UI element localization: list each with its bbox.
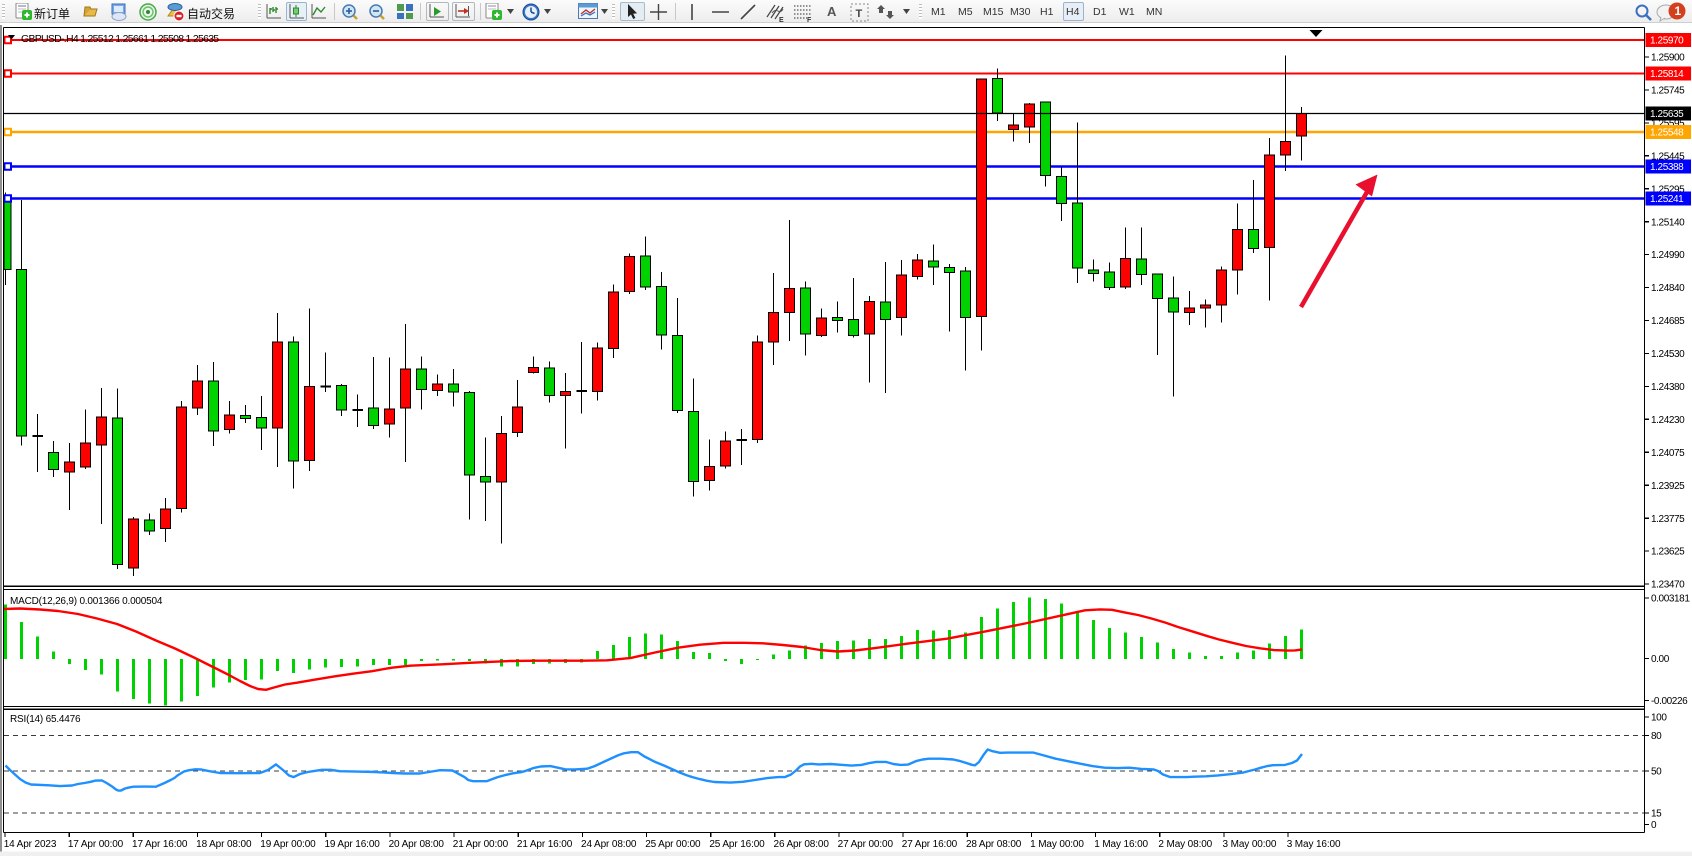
svg-text:2 May 08:00: 2 May 08:00 (1158, 839, 1212, 850)
svg-text:80: 80 (1651, 731, 1662, 742)
svg-text:3 May 16:00: 3 May 16:00 (1287, 839, 1341, 850)
svg-text:1.23470: 1.23470 (1651, 580, 1685, 591)
svg-text:21 Apr 16:00: 21 Apr 16:00 (517, 839, 573, 850)
svg-text:1.24230: 1.24230 (1651, 415, 1685, 426)
svg-text:1.24840: 1.24840 (1651, 283, 1685, 294)
svg-text:1: 1 (1675, 4, 1682, 18)
svg-text:3 May 00:00: 3 May 00:00 (1223, 839, 1277, 850)
svg-text:0: 0 (1651, 820, 1657, 831)
svg-text:18 Apr 08:00: 18 Apr 08:00 (196, 839, 252, 850)
svg-text:1.25388: 1.25388 (1650, 162, 1684, 173)
svg-text:1.25595: 1.25595 (1651, 118, 1685, 129)
svg-text:1.23925: 1.23925 (1651, 481, 1685, 492)
svg-text:1.25900: 1.25900 (1651, 53, 1685, 64)
svg-text:19 Apr 16:00: 19 Apr 16:00 (324, 839, 380, 850)
svg-text:1 May 00:00: 1 May 00:00 (1030, 839, 1084, 850)
svg-text:0.00: 0.00 (1651, 654, 1670, 665)
svg-text:50: 50 (1651, 767, 1662, 778)
svg-text:1.25814: 1.25814 (1650, 69, 1684, 80)
svg-text:0.003181: 0.003181 (1651, 594, 1690, 605)
svg-text:-0.00226: -0.00226 (1651, 696, 1688, 707)
svg-text:1.25295: 1.25295 (1651, 184, 1685, 195)
svg-text:F: F (807, 17, 812, 22)
svg-text:1.24075: 1.24075 (1651, 448, 1685, 459)
svg-text:1.25548: 1.25548 (1650, 128, 1684, 139)
svg-text:MACD(12,26,9) 0.001366 0.00050: MACD(12,26,9) 0.001366 0.000504 (10, 596, 163, 607)
svg-text:E: E (779, 17, 784, 22)
svg-text:1.25445: 1.25445 (1651, 151, 1685, 162)
svg-text:27 Apr 16:00: 27 Apr 16:00 (902, 839, 958, 850)
svg-text:100: 100 (1651, 713, 1667, 724)
svg-text:1.24530: 1.24530 (1651, 349, 1685, 360)
svg-text:25 Apr 00:00: 25 Apr 00:00 (645, 839, 701, 850)
svg-text:T: T (856, 8, 863, 20)
svg-text:28 Apr 08:00: 28 Apr 08:00 (966, 839, 1022, 850)
svg-text:1.25241: 1.25241 (1650, 194, 1684, 205)
svg-text:15: 15 (1651, 809, 1662, 820)
svg-text:1.25140: 1.25140 (1651, 217, 1685, 228)
svg-text:20 Apr 08:00: 20 Apr 08:00 (389, 839, 445, 850)
svg-text:RSI(14) 65.4476: RSI(14) 65.4476 (10, 714, 81, 725)
svg-text:1.24380: 1.24380 (1651, 382, 1685, 393)
svg-text:GBPUSD-.H4 1.25512 1.25661 1.: GBPUSD-.H4 1.25512 1.25661 1.25508 1.256… (21, 33, 219, 45)
svg-text:1.24990: 1.24990 (1651, 250, 1685, 261)
svg-text:25 Apr 16:00: 25 Apr 16:00 (709, 839, 765, 850)
svg-text:26 Apr 08:00: 26 Apr 08:00 (774, 839, 830, 850)
svg-text:1.25970: 1.25970 (1650, 36, 1684, 47)
svg-text:27 Apr 00:00: 27 Apr 00:00 (838, 839, 894, 850)
svg-text:21 Apr 00:00: 21 Apr 00:00 (453, 839, 509, 850)
svg-text:14 Apr 2023: 14 Apr 2023 (4, 839, 57, 850)
svg-text:17 Apr 00:00: 17 Apr 00:00 (68, 839, 124, 850)
svg-text:1.23625: 1.23625 (1651, 547, 1685, 558)
svg-text:17 Apr 16:00: 17 Apr 16:00 (132, 839, 188, 850)
svg-text:1.25745: 1.25745 (1651, 86, 1685, 97)
svg-text:19 Apr 00:00: 19 Apr 00:00 (260, 839, 316, 850)
svg-text:1.23775: 1.23775 (1651, 514, 1685, 525)
svg-text:1.25635: 1.25635 (1650, 109, 1684, 120)
svg-text:1.24685: 1.24685 (1651, 316, 1685, 327)
svg-text:1 May 16:00: 1 May 16:00 (1094, 839, 1148, 850)
svg-text:24 Apr 08:00: 24 Apr 08:00 (581, 839, 637, 850)
